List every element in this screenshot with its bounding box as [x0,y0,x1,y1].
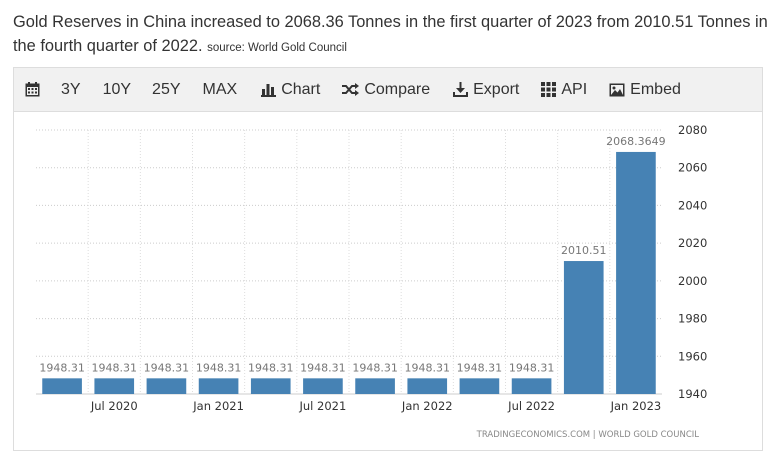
api-button[interactable]: API [541,81,587,99]
range-3y-button[interactable]: 3Y [61,81,81,99]
x-axis: Jul 2020 Jan 2021 Jul 2021 Jan 2022 Jul 2022… [90,399,661,413]
bar [407,378,448,394]
bar-chart-icon [261,82,277,97]
export-label: Export [473,80,520,98]
range-3y-label: 3Y [61,80,81,98]
chart-panel: 3Y 10Y 25Y MAX Chart Compare Export A [13,67,763,451]
y-tick-label: 2060 [678,161,707,175]
x-tick-label: Jul 2020 [90,399,138,413]
bar-value-label: 1948.31 [509,361,555,374]
bar [355,378,395,394]
bar-value-label: 1948.31 [39,361,85,374]
bar-value-label: 1948.31 [248,361,294,374]
headline-source: source: World Gold Council [207,42,347,54]
y-tick-label: 1980 [678,312,707,326]
bars [42,151,656,394]
bar-value-label: 1948.31 [196,361,242,374]
y-tick-label: 2040 [678,198,707,212]
bar [616,151,656,394]
y-tick-label: 2000 [678,274,707,288]
range-25y-label: 25Y [152,80,181,98]
bar-value-label: 1948.31 [144,361,190,374]
image-icon [609,83,625,97]
y-tick-label: 1940 [678,387,707,401]
bar [511,378,552,394]
grid-icon [541,82,557,97]
x-tick-label: Jan 2023 [610,399,662,413]
x-tick-label: Jul 2022 [507,399,555,413]
bar-value-label: 1948.31 [300,361,346,374]
bar-value-label: 1948.31 [405,361,451,374]
value-labels: 1948.31 1948.31 1948.31 1948.31 1948.31 1948.… [39,135,665,374]
embed-button[interactable]: Embed [609,81,681,99]
export-button[interactable]: Export [453,81,519,99]
grid-lines [36,129,662,395]
bar-value-label: 1948.31 [457,361,503,374]
bar [94,378,135,394]
range-25y-button[interactable]: 25Y [152,81,180,99]
x-tick-label: Jul 2021 [299,399,347,413]
range-10y-label: 10Y [102,80,132,98]
chart-type-label: Chart [281,80,321,98]
bar-value-label: 1948.31 [92,361,138,374]
bar [42,378,82,394]
range-max-button[interactable]: MAX [203,81,238,99]
bar [459,378,500,394]
bar-chart: 1948.31 1948.31 1948.31 1948.31 1948.31 1948.… [36,123,707,440]
bar [303,378,343,394]
chart-credit: TRADINGECONOMICS.COM | WORLD GOLD COUNCI… [476,430,700,440]
compare-button[interactable]: Compare [342,81,430,99]
bar-value-label: 1948.31 [352,361,398,374]
range-max-label: MAX [202,80,238,98]
y-axis: 1940 1960 1980 2000 2020 2040 2060 2080 [678,123,707,401]
x-tick-label: Jan 2022 [401,399,453,413]
bar-value-label: 2068.3649 [606,135,666,148]
chart-type-button[interactable]: Chart [261,81,320,99]
embed-label: Embed [630,80,681,98]
chart-toolbar: 3Y 10Y 25Y MAX Chart Compare Export A [14,68,762,112]
headline: Gold Reserves in China increased to 2068… [13,10,768,60]
compare-label: Compare [364,80,431,98]
y-tick-label: 1960 [678,349,707,363]
bar [198,378,239,394]
bar [250,378,291,394]
shuffle-icon [342,82,360,97]
calendar-button[interactable] [25,82,40,97]
api-label: API [561,80,588,98]
y-tick-label: 2080 [678,123,707,137]
calendar-icon [25,82,40,97]
range-10y-button[interactable]: 10Y [103,81,131,99]
bar [563,261,604,394]
bar-value-label: 2010.51 [561,244,607,257]
x-tick-label: Jan 2021 [192,399,244,413]
download-icon [453,82,469,97]
headline-text: Gold Reserves in China increased to 2068… [13,13,768,55]
bar [146,378,187,394]
y-tick-label: 2020 [678,236,707,250]
